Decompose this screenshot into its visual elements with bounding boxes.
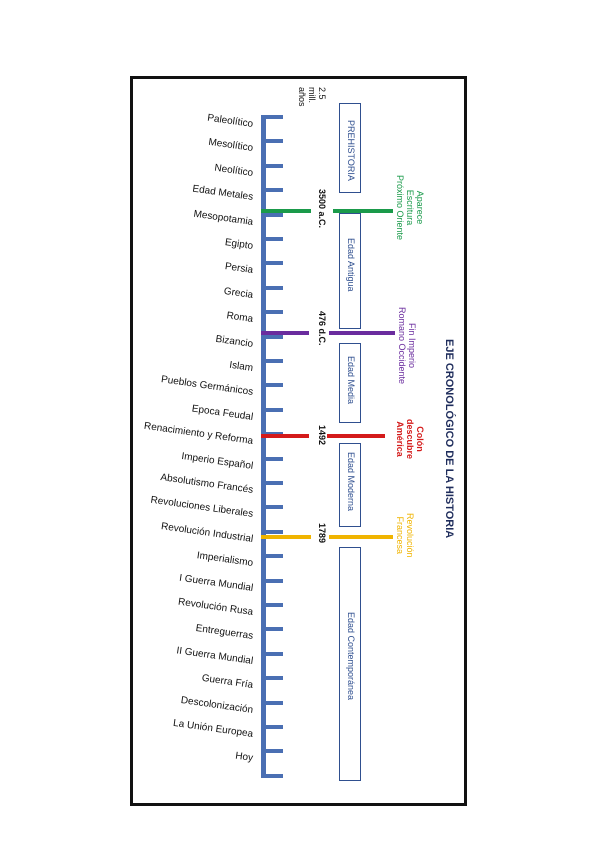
epoch-label: Pueblos Germánicos — [160, 374, 254, 399]
event-line: América — [395, 421, 405, 457]
event-line: Romano Occidente — [397, 307, 407, 385]
epoch-label: Imperialismo — [196, 550, 254, 570]
axis-tick — [261, 383, 283, 388]
axis-tick — [261, 212, 283, 217]
epoch-label: Revolución Rusa — [177, 596, 254, 618]
timeline-axis — [261, 115, 266, 775]
axis-tick — [261, 115, 283, 119]
period-label: Edad Moderna — [346, 452, 356, 512]
axis-tick — [261, 163, 283, 168]
period-box-edad-antigua: Edad Antigua — [339, 213, 361, 329]
event-line: Escritura — [405, 189, 415, 226]
timeline-frame: Paleolítico Mesolítico Neolítico Edad Metal… — [130, 76, 467, 806]
axis-tick — [261, 676, 283, 681]
axis-tick — [261, 139, 283, 144]
axis-tick — [261, 237, 283, 241]
axis-tick — [261, 188, 283, 193]
epoch-label: Edad Metales — [191, 183, 254, 204]
axis-tick — [261, 310, 283, 315]
epoch-label: Entreguerras — [194, 623, 254, 643]
epoch-label: Bizancio — [214, 333, 254, 350]
epoch-label: Guerra Fría — [201, 673, 254, 692]
event-bar-yellow-right — [329, 535, 393, 539]
epoch-label: Revoluciones Liberales — [149, 495, 254, 521]
epoch-label: Grecia — [223, 285, 254, 301]
epoch-label: Islam — [228, 359, 254, 374]
event-bar-red — [261, 434, 309, 438]
axis-tick — [261, 456, 283, 461]
epoch-label: Absolutismo Francés — [159, 472, 254, 496]
epoch-label: II Guerra Mundial — [175, 645, 254, 667]
event-bar-green-right — [333, 209, 393, 213]
axis-tick — [261, 359, 283, 363]
epoch-label: Descolonización — [180, 694, 254, 716]
axis-tick — [261, 261, 283, 266]
axis-tick — [261, 481, 283, 485]
axis-tick — [261, 773, 283, 778]
date-label: 476 d.C. — [317, 311, 327, 346]
event-line: Próximo Oriente — [395, 175, 405, 241]
epoch-label: I Guerra Mundial — [178, 572, 254, 594]
period-label: PREHISTORIA — [346, 120, 356, 181]
axis-tick — [261, 700, 283, 705]
period-label: Edad Contemporánea — [346, 612, 356, 701]
axis-tick — [261, 505, 283, 510]
epoch-label: Persia — [224, 261, 254, 277]
period-box-edad-media: Edad Media — [339, 343, 361, 423]
epoch-label: Mesolítico — [207, 137, 254, 155]
event-label-french-revolution: Revolución Francesa — [395, 513, 415, 558]
axis-tick — [261, 749, 283, 754]
axis-tick — [261, 529, 283, 534]
epoch-label: Roma — [225, 310, 254, 326]
axis-tick — [261, 334, 283, 339]
epoch-label: Imperio Español — [180, 450, 254, 472]
event-line: descubre — [405, 419, 415, 460]
event-line: Fin Imperio — [407, 323, 417, 369]
event-label-writing: Aparece Escritura Próximo Oriente — [395, 175, 425, 240]
epoch-label: Egipto — [224, 237, 254, 252]
epoch-label: Neolítico — [213, 162, 254, 179]
event-line: Revolución — [405, 513, 415, 558]
axis-tick — [261, 627, 283, 632]
event-label-rome-fall: Fin Imperio Romano Occidente — [397, 307, 417, 384]
axis-tick — [261, 407, 283, 412]
axis-tick — [261, 554, 283, 559]
start-label-line: mill. — [307, 87, 317, 103]
axis-tick — [261, 578, 283, 583]
axis-tick — [261, 651, 283, 656]
event-bar-purple-right — [329, 331, 395, 335]
epoch-label: Epoca Feudal — [191, 403, 254, 423]
period-label: Edad Media — [346, 356, 356, 405]
epoch-label: Paleolítico — [206, 112, 254, 130]
event-bar-green — [261, 209, 311, 213]
period-label: Edad Antigua — [346, 238, 356, 292]
date-label: 1789 — [317, 523, 327, 544]
epoch-label: Revolución Industrial — [160, 520, 254, 545]
diagram-title: EJE CRONOLÓGICO DE LA HISTORIA — [443, 339, 455, 539]
epoch-label: Hoy — [234, 750, 254, 765]
date-label: 1492 — [317, 425, 327, 446]
epoch-label: Renacimiento y Reforma — [143, 420, 254, 448]
start-label-line: 2.5 — [317, 87, 327, 100]
axis-tick — [261, 725, 283, 729]
event-bar-yellow — [261, 535, 311, 539]
event-line: Francesa — [395, 516, 405, 555]
event-line: Aparece — [415, 190, 425, 225]
epoch-label: La Unión Europea — [172, 717, 254, 740]
event-bar-purple — [261, 331, 309, 335]
date-label: 3500 a.C. — [317, 189, 327, 229]
event-label-columbus: Colón descubre América — [395, 419, 425, 459]
period-box-edad-contemporanea: Edad Contemporánea — [339, 547, 361, 781]
event-line: Colón — [415, 426, 425, 452]
start-label-line: años — [297, 87, 307, 107]
period-box-edad-moderna: Edad Moderna — [339, 443, 361, 527]
period-box-prehistoria: PREHISTORIA — [339, 103, 361, 193]
epoch-label: Mesopotamia — [192, 208, 254, 228]
event-bar-red-right — [327, 434, 385, 438]
axis-tick — [261, 603, 283, 607]
axis-tick — [261, 285, 283, 290]
